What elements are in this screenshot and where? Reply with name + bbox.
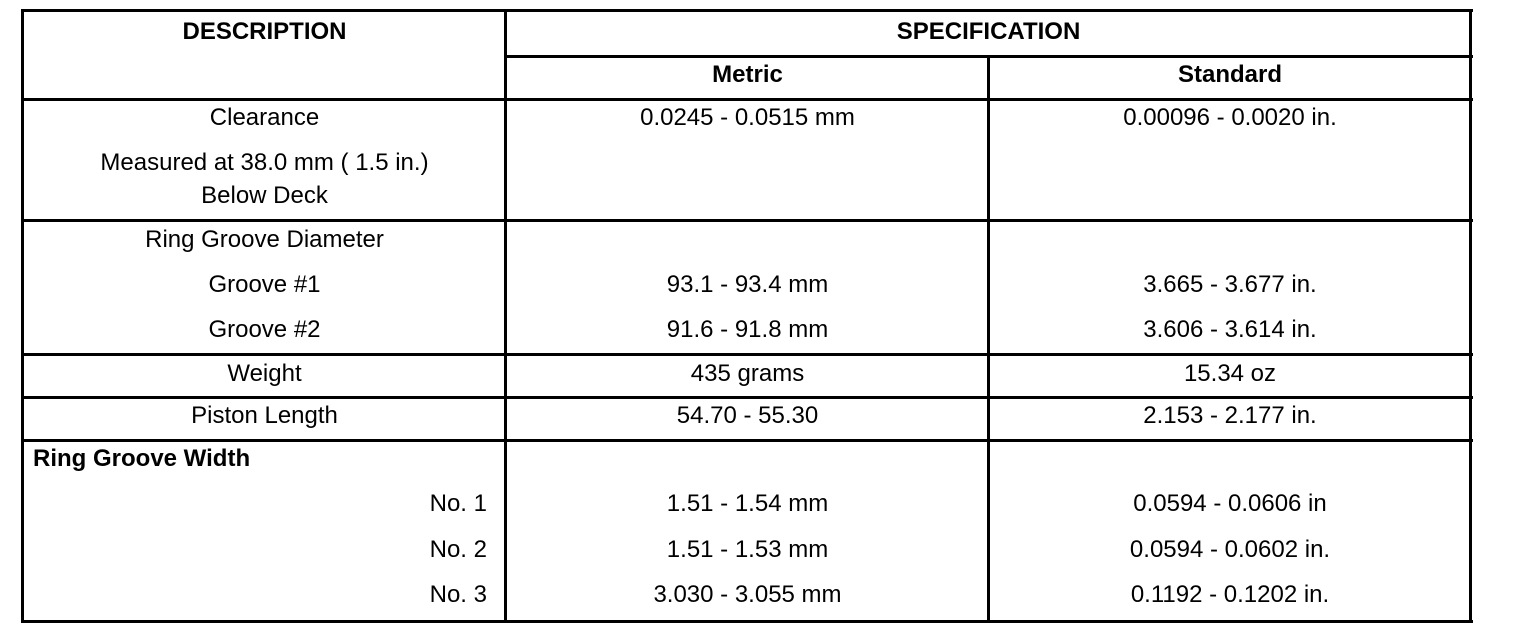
column-header: SPECIFICATION	[896, 18, 1081, 45]
cell: 3.665 - 3.677 in.	[1143, 271, 1317, 298]
cell: Weight	[227, 360, 302, 387]
cell: 3.606 - 3.614 in.	[1143, 316, 1317, 343]
cell: 3.030 - 3.055 mm	[653, 581, 842, 608]
border	[22, 396, 1473, 399]
cell: No. 2	[429, 536, 487, 563]
column-header: Standard	[1177, 61, 1282, 88]
border	[1469, 9, 1472, 623]
cell: 93.1 - 93.4 mm	[666, 271, 829, 298]
border	[22, 353, 1473, 356]
cell: 15.34 oz	[1183, 360, 1277, 387]
cell: 1.51 - 1.54 mm	[666, 490, 829, 517]
border	[22, 98, 1473, 101]
border	[21, 9, 24, 623]
border	[22, 439, 1473, 442]
cell: 1.51 - 1.53 mm	[666, 536, 829, 563]
cell: 0.0245 - 0.0515 mm	[640, 104, 855, 131]
cell: No. 1	[429, 490, 487, 517]
cell: Below Deck	[201, 182, 328, 209]
border	[22, 219, 1473, 222]
border	[987, 55, 990, 623]
cell: 54.70 - 55.30	[676, 402, 819, 429]
cell: Ring Groove Diameter	[145, 226, 384, 253]
cell: Groove #1	[208, 271, 321, 298]
cell: Piston Length	[191, 402, 338, 429]
cell: 91.6 - 91.8 mm	[666, 316, 829, 343]
border	[22, 9, 1473, 12]
cell: 0.0594 - 0.0602 in.	[1129, 536, 1331, 563]
border	[504, 9, 507, 623]
cell: 0.00096 - 0.0020 in.	[1123, 104, 1337, 131]
cell: Measured at 38.0 mm ( 1.5 in.)	[100, 149, 429, 176]
cell: 435 grams	[690, 360, 805, 387]
cell: Groove #2	[208, 316, 321, 343]
border	[22, 620, 1473, 623]
cell: 0.0594 - 0.0606 in	[1133, 490, 1327, 517]
column-header: DESCRIPTION	[182, 18, 347, 45]
column-header: Metric	[712, 61, 783, 88]
cell: No. 3	[429, 581, 487, 608]
cell: Clearance	[209, 104, 320, 131]
cell: 2.153 - 2.177 in.	[1143, 402, 1317, 429]
cell: 0.1192 - 0.1202 in.	[1130, 581, 1330, 608]
cell: Ring Groove Width	[33, 445, 251, 472]
